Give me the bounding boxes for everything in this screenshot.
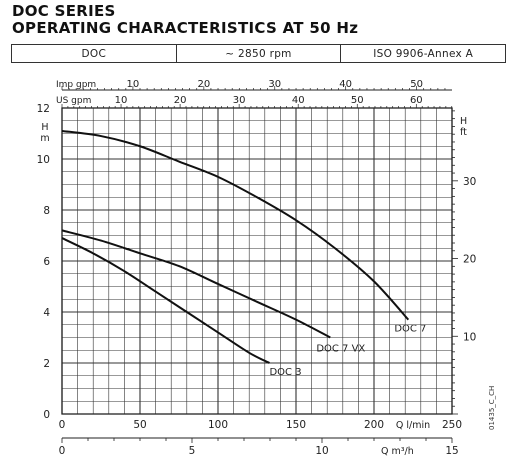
chart-title-series: DOC SERIES [12,2,116,20]
x-tick-label-m3h: 0 [59,445,66,457]
y-tick-label-m: 8 [43,205,50,217]
y-tick-label-m: 12 [37,103,50,115]
x-tick-label-m3h: 15 [445,445,458,457]
y-tick-label-m: 4 [43,307,50,319]
x-axis-label-us: US gpm [56,96,91,106]
spec-speed: ~ 2850 rpm [177,45,342,62]
y-axis-label-right-unit: ft [460,127,467,138]
x-tick-label-lmin: 250 [442,419,462,431]
curve-doc-7 [61,129,410,321]
x-tick-label-us: 60 [410,95,423,106]
x-tick-label-imp: 40 [339,79,352,90]
x-axis-label-m3h: Q m³/h [381,446,414,457]
x-tick-label-us: 10 [115,95,128,106]
x-axis-label-imp: Imp gpm [56,80,96,90]
x-tick-label-us: 50 [351,95,364,106]
y-tick-label-ft: 10 [463,331,476,343]
x-axis-label-lmin: Q l/min [396,420,430,431]
chart-title-operating: OPERATING CHARACTERISTICS AT 50 Hz [12,19,359,37]
x-tick-label-lmin: 50 [133,419,146,431]
x-tick-label-imp: 20 [197,79,210,90]
x-tick-label-us: 30 [233,95,246,106]
curve-doc-7-vx [61,229,331,339]
spec-model: DOC [12,45,177,62]
x-tick-label-m3h: 5 [189,445,196,457]
y-axis-label-right-letter: H [460,116,467,127]
y-tick-label-ft: 30 [463,176,476,188]
curve-doc-3 [61,237,270,364]
y-tick-label-m: 0 [43,409,50,421]
y-tick-label-m: 10 [37,154,50,166]
y-axis-label-unit: m [40,133,49,144]
x-tick-label-us: 40 [292,95,305,106]
x-tick-label-lmin: 100 [208,419,228,431]
series-label-doc-7: DOC 7 [394,324,426,335]
spec-table: DOC ~ 2850 rpm ISO 9906-Annex A [11,44,506,63]
x-tick-label-us: 20 [174,95,187,106]
x-tick-label-lmin: 200 [364,419,384,431]
series-label-doc-7-vx: DOC 7 VX [316,344,365,355]
x-tick-label-imp: 10 [127,79,140,90]
x-tick-label-imp: 30 [268,79,281,90]
y-tick-label-ft: 20 [463,254,476,266]
x-tick-label-lmin: 0 [59,419,66,431]
x-tick-label-m3h: 10 [315,445,328,457]
series-label-doc-3: DOC 3 [269,367,301,378]
y-tick-label-m: 2 [43,358,50,370]
x-tick-label-lmin: 150 [286,419,306,431]
spec-standard: ISO 9906-Annex A [373,47,474,60]
x-tick-label-imp: 50 [410,79,423,90]
y-tick-label-m: 6 [43,256,50,268]
y-axis-label-letter: H [41,122,48,133]
drawing-code: 01435_C_CH [488,385,496,430]
